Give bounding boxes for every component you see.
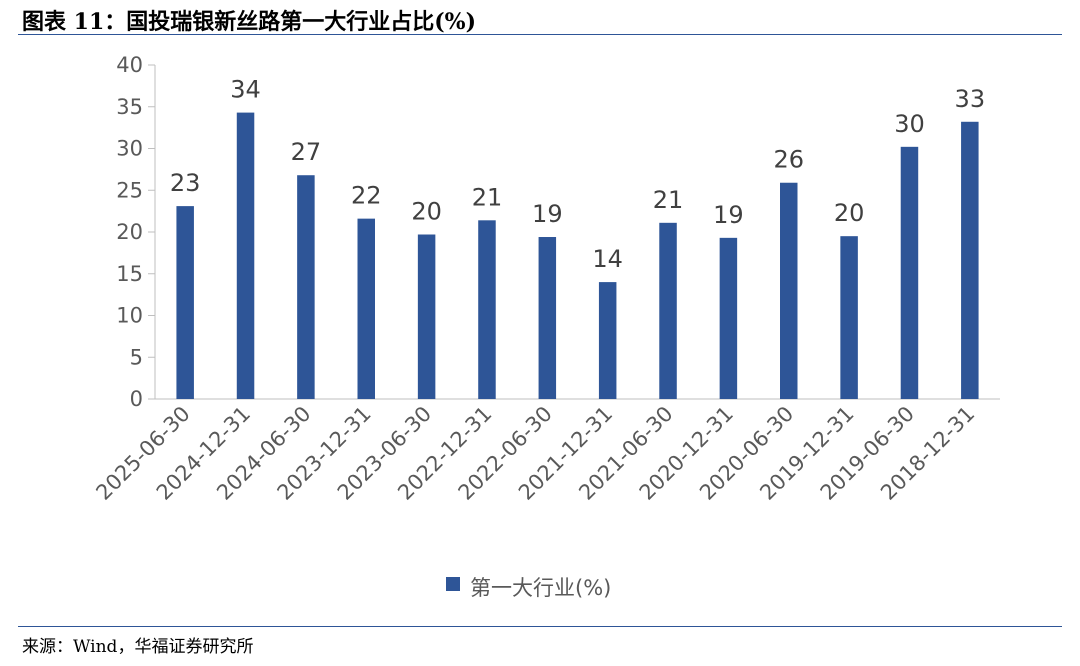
y-tick-label: 5 — [130, 345, 143, 369]
data-label: 20 — [411, 198, 442, 226]
bar — [840, 236, 858, 399]
y-tick-label: 40 — [116, 53, 143, 77]
data-label: 20 — [834, 199, 865, 227]
value-labels: 23 34 27 22 20 21 19 14 21 19 26 20 30 33 — [170, 76, 985, 274]
data-label: 21 — [653, 186, 684, 214]
bar — [236, 112, 255, 399]
bar — [357, 218, 375, 399]
figure-title: 图表 11：国投瑞银新丝路第一大行业占比(%) — [22, 9, 476, 35]
bar — [417, 234, 436, 399]
data-label: 27 — [291, 138, 322, 166]
bar — [659, 222, 677, 399]
data-label: 23 — [170, 169, 201, 197]
source-note: 来源：Wind，华福证券研究所 — [22, 637, 254, 657]
data-label: 34 — [230, 76, 261, 104]
bar — [780, 182, 798, 399]
data-label: 22 — [351, 182, 382, 210]
bar — [719, 237, 738, 399]
bar — [961, 121, 979, 399]
title-divider — [18, 34, 1062, 35]
data-label: 21 — [472, 183, 503, 211]
legend: 第一大行业(%) — [446, 576, 611, 600]
bar — [176, 206, 194, 399]
bar — [478, 220, 496, 399]
y-tick-label: 25 — [116, 178, 143, 202]
bars — [176, 112, 979, 399]
data-label: 19 — [532, 200, 563, 228]
y-tick-label: 20 — [116, 220, 143, 244]
data-label: 33 — [955, 85, 986, 113]
bar — [900, 146, 919, 399]
bar — [538, 237, 557, 399]
y-axis: 0 5 10 15 20 25 30 35 40 — [116, 53, 156, 411]
y-tick-label: 10 — [116, 304, 143, 328]
data-label: 26 — [773, 146, 804, 174]
category-labels: 2025-06-302024-12-312024-06-302023-12-31… — [91, 402, 979, 505]
y-tick-label: 35 — [116, 95, 143, 119]
y-tick-label: 0 — [130, 387, 143, 411]
data-label: 14 — [592, 245, 623, 273]
y-tick-label: 15 — [116, 262, 143, 286]
data-label: 19 — [713, 201, 744, 229]
data-label: 30 — [894, 110, 925, 138]
y-tick-label: 30 — [116, 137, 143, 161]
legend-label: 第一大行业(%) — [470, 576, 611, 600]
legend-swatch — [446, 577, 460, 591]
footer-divider — [18, 626, 1062, 627]
bar — [297, 175, 315, 399]
bar — [598, 282, 617, 399]
